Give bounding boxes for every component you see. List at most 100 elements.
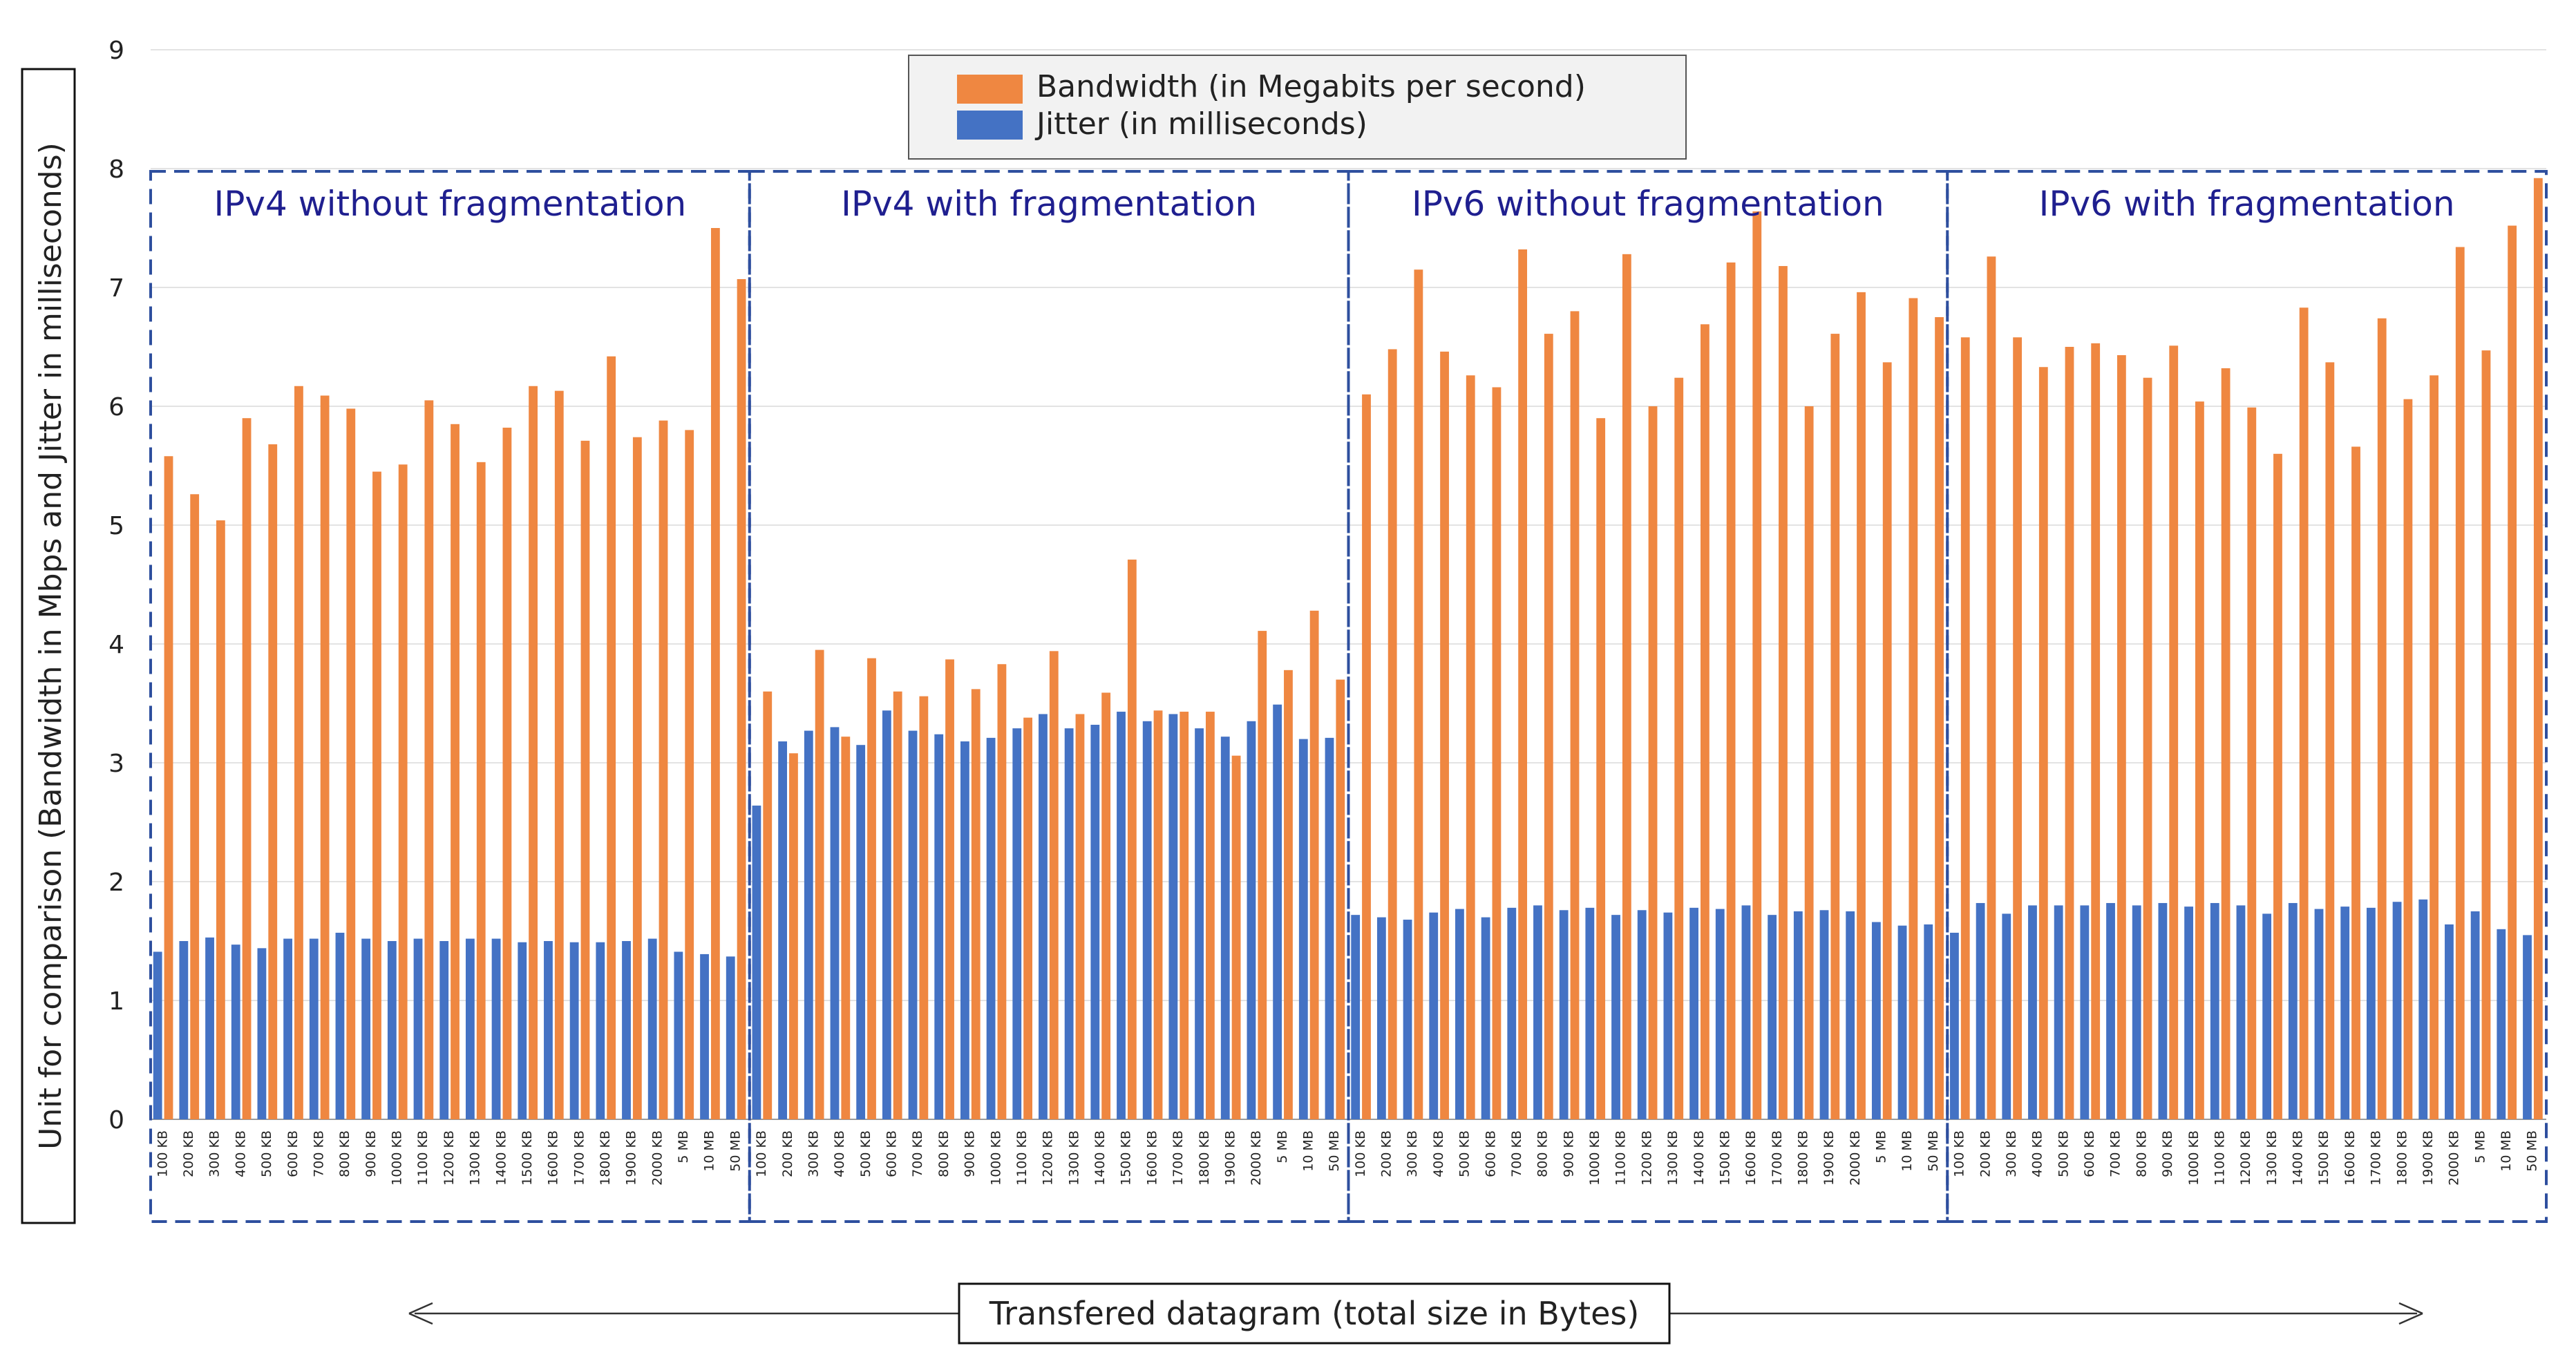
bar-bandwidth-g1-10 <box>398 464 408 1119</box>
bar-bandwidth-g1-9 <box>372 471 381 1119</box>
x-tick-label-g4-5: 500 KB <box>2056 1130 2071 1177</box>
bar-jitter-g4-2 <box>1976 902 1985 1119</box>
x-tick-label-g3-23: 50 MB <box>1926 1130 1941 1172</box>
x-tick-label-g3-1: 100 KB <box>1353 1130 1368 1177</box>
bar-bandwidth-g1-11 <box>424 400 434 1119</box>
bar-bandwidth-g2-10 <box>997 664 1007 1119</box>
x-tick-label-g2-9: 900 KB <box>963 1130 978 1177</box>
bar-jitter-g3-21 <box>1871 922 1881 1119</box>
bar-jitter-g4-22 <box>2497 929 2506 1119</box>
bar-bandwidth-g1-13 <box>476 462 486 1119</box>
x-tick-label-g1-10: 1000 KB <box>390 1130 405 1186</box>
x-tick-label-g4-11: 1100 KB <box>2212 1130 2227 1186</box>
x-tick-label-g1-16: 1600 KB <box>546 1130 561 1186</box>
bar-bandwidth-g4-3 <box>2013 337 2023 1119</box>
bar-jitter-g3-23 <box>1924 924 1933 1119</box>
x-tick-label-g3-3: 300 KB <box>1405 1130 1420 1177</box>
bar-jitter-g1-14 <box>491 938 501 1119</box>
bar-bandwidth-g3-23 <box>1935 317 1944 1119</box>
bar-bandwidth-g2-11 <box>1023 717 1033 1119</box>
x-tick-label-g2-8: 800 KB <box>936 1130 951 1177</box>
x-tick-label-g2-11: 1100 KB <box>1014 1130 1030 1186</box>
bar-jitter-g2-22 <box>1298 739 1308 1119</box>
bar-jitter-g2-8 <box>934 734 944 1119</box>
legend-swatch-jitter <box>957 111 1023 140</box>
bar-jitter-g2-2 <box>778 741 788 1119</box>
bar-bandwidth-g4-10 <box>2195 401 2204 1119</box>
bar-bandwidth-g2-8 <box>945 659 954 1119</box>
bar-bandwidth-g4-22 <box>2508 225 2517 1119</box>
x-tick-label-g4-16: 1600 KB <box>2342 1130 2358 1186</box>
group-box-4 <box>1946 170 2548 1223</box>
y-tick-label-3: 3 <box>108 750 124 778</box>
x-tick-label-g1-3: 300 KB <box>207 1130 222 1177</box>
bar-bandwidth-g1-2 <box>190 494 200 1119</box>
bar-bandwidth-g2-4 <box>841 737 851 1119</box>
bar-jitter-g4-5 <box>2054 905 2063 1119</box>
bar-jitter-g3-8 <box>1533 905 1542 1119</box>
bar-bandwidth-g1-6 <box>294 386 303 1119</box>
x-tick-label-g3-10: 1000 KB <box>1587 1130 1602 1186</box>
x-tick-label-g3-14: 1400 KB <box>1692 1130 1707 1186</box>
x-tick-label-g4-6: 600 KB <box>2082 1130 2097 1177</box>
x-tick-label-g2-6: 600 KB <box>884 1130 900 1177</box>
x-tick-label-g1-18: 1800 KB <box>598 1130 613 1186</box>
x-tick-label-g3-8: 800 KB <box>1535 1130 1551 1177</box>
bar-jitter-g1-17 <box>569 942 579 1119</box>
bar-jitter-g2-19 <box>1220 737 1230 1119</box>
bar-bandwidth-g4-13 <box>2273 453 2282 1119</box>
bar-bandwidth-g1-1 <box>164 456 173 1119</box>
bar-bandwidth-g4-6 <box>2091 343 2101 1120</box>
x-tick-label-g3-2: 200 KB <box>1379 1130 1394 1177</box>
bar-jitter-g1-6 <box>283 938 293 1119</box>
bar-bandwidth-g1-19 <box>632 437 642 1119</box>
bar-bandwidth-g2-18 <box>1205 712 1215 1119</box>
bar-bandwidth-g3-12 <box>1648 406 1658 1119</box>
x-tick-label-g2-20: 2000 KB <box>1249 1130 1264 1186</box>
bar-bandwidth-g4-16 <box>2351 446 2360 1119</box>
bar-jitter-g3-13 <box>1663 912 1673 1119</box>
x-tick-label-g3-13: 1300 KB <box>1665 1130 1680 1186</box>
x-tick-label-g4-17: 1700 KB <box>2369 1130 2384 1186</box>
x-tick-label-g1-5: 500 KB <box>259 1130 274 1177</box>
bar-bandwidth-g3-17 <box>1779 266 1788 1119</box>
bar-bandwidth-g2-15 <box>1127 559 1137 1119</box>
x-tick-label-g4-14: 1400 KB <box>2291 1130 2306 1186</box>
x-tick-label-g1-12: 1200 KB <box>442 1130 457 1186</box>
bar-bandwidth-g1-22 <box>710 228 720 1119</box>
bar-bandwidth-g4-20 <box>2455 247 2465 1119</box>
x-tick-label-g3-6: 600 KB <box>1483 1130 1498 1177</box>
x-tick-label-g3-7: 700 KB <box>1509 1130 1524 1177</box>
legend-label-jitter: Jitter (in milliseconds) <box>1034 106 1367 142</box>
x-tick-label-g2-10: 1000 KB <box>988 1130 1003 1186</box>
bar-jitter-g2-6 <box>882 710 891 1119</box>
bar-bandwidth-g1-3 <box>216 520 225 1119</box>
x-tick-label-g3-18: 1800 KB <box>1796 1130 1811 1186</box>
x-tick-label-g4-23: 50 MB <box>2525 1130 2540 1172</box>
x-tick-label-g3-15: 1500 KB <box>1717 1130 1732 1186</box>
bar-jitter-g1-4 <box>231 945 240 1119</box>
bar-bandwidth-g1-17 <box>580 440 590 1119</box>
bar-bandwidth-g3-10 <box>1596 418 1606 1119</box>
bar-jitter-g2-12 <box>1039 714 1048 1119</box>
bar-jitter-g2-20 <box>1247 721 1256 1119</box>
x-tick-label-g2-18: 1800 KB <box>1197 1130 1212 1186</box>
y-axis-label-group: Unit for comparison (Bandwidth in Mbps a… <box>21 68 76 1224</box>
bar-jitter-g4-6 <box>2080 905 2090 1119</box>
x-tick-label-g4-12: 1200 KB <box>2238 1130 2253 1186</box>
bar-jitter-g2-9 <box>960 741 969 1119</box>
bar-jitter-g1-20 <box>647 938 657 1119</box>
bar-bandwidth-g1-4 <box>242 418 252 1119</box>
bar-jitter-g3-20 <box>1846 911 1855 1119</box>
bar-jitter-g4-21 <box>2470 911 2480 1119</box>
bar-bandwidth-g1-18 <box>607 356 616 1119</box>
bar-bandwidth-g3-1 <box>1362 394 1371 1119</box>
bar-bandwidth-g4-9 <box>2169 345 2179 1119</box>
bar-bandwidth-g2-22 <box>1309 610 1319 1119</box>
x-tick-label-g1-7: 700 KB <box>311 1130 326 1177</box>
x-axis-label-group: Transfered datagram (total size in Bytes… <box>408 1282 2423 1345</box>
bar-jitter-g3-12 <box>1637 910 1647 1119</box>
bar-jitter-g3-9 <box>1559 910 1569 1119</box>
bar-bandwidth-g4-2 <box>1987 256 1996 1119</box>
y-tick-label-2: 2 <box>108 869 124 897</box>
